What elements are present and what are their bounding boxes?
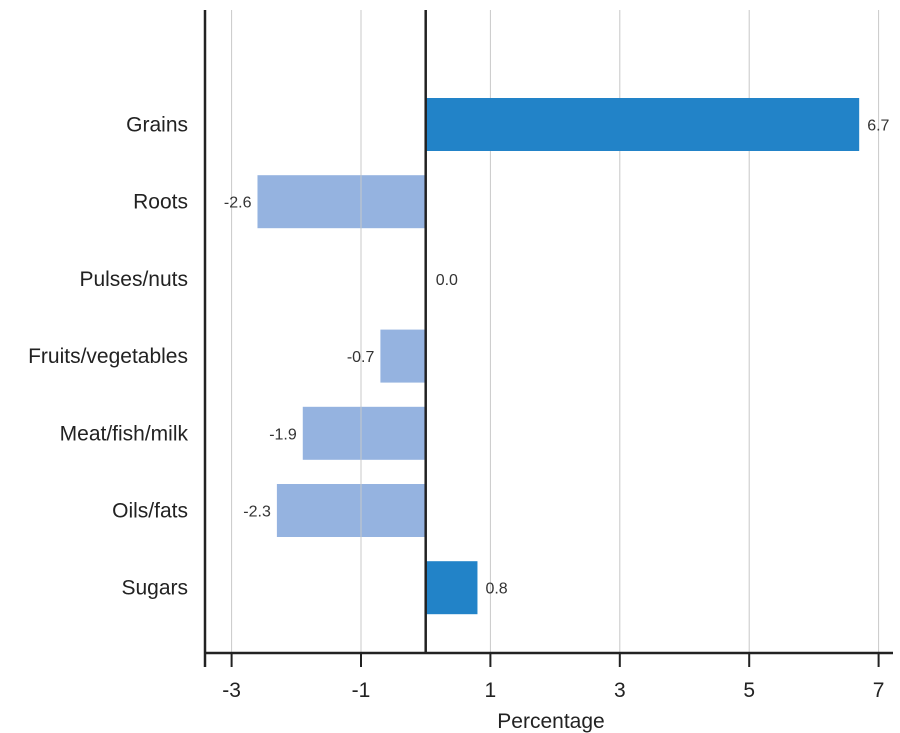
category-label: Pulses/nuts (79, 268, 188, 291)
data-label: 0.8 (485, 581, 507, 598)
bar (425, 561, 478, 615)
category-label: Grains (126, 114, 188, 137)
data-label: -2.3 (243, 504, 271, 521)
data-label: -0.7 (347, 349, 375, 366)
bar (276, 484, 426, 537)
labels: -3 -1 1 3 5 7 Grains 6.7 Roots -2.6 Pulses/nuts 0.0… (28, 114, 889, 703)
x-tick-label: 5 (743, 679, 755, 702)
bar (302, 406, 426, 460)
bar (257, 175, 426, 229)
bars (257, 98, 860, 615)
category-label: Fruits/vegetables (28, 345, 188, 368)
x-axis-title: Percentage (497, 710, 604, 733)
category-label: Meat/fish/milk (60, 422, 189, 445)
data-label: -2.6 (224, 195, 252, 212)
x-tick-label: 7 (873, 679, 885, 702)
category-label: Roots (133, 191, 188, 214)
category-label: Sugars (121, 577, 188, 600)
x-tick-label: -1 (352, 679, 371, 702)
data-label: -1.9 (269, 426, 297, 443)
data-label: 6.7 (867, 118, 889, 135)
category-label: Oils/fats (112, 500, 188, 523)
x-tick-label: 1 (485, 679, 497, 702)
x-tick-label: 3 (614, 679, 626, 702)
x-tick-label: -3 (222, 679, 241, 702)
data-label: 0.0 (436, 272, 458, 289)
bar (380, 329, 426, 383)
axes (203, 10, 893, 667)
bar (425, 98, 860, 151)
